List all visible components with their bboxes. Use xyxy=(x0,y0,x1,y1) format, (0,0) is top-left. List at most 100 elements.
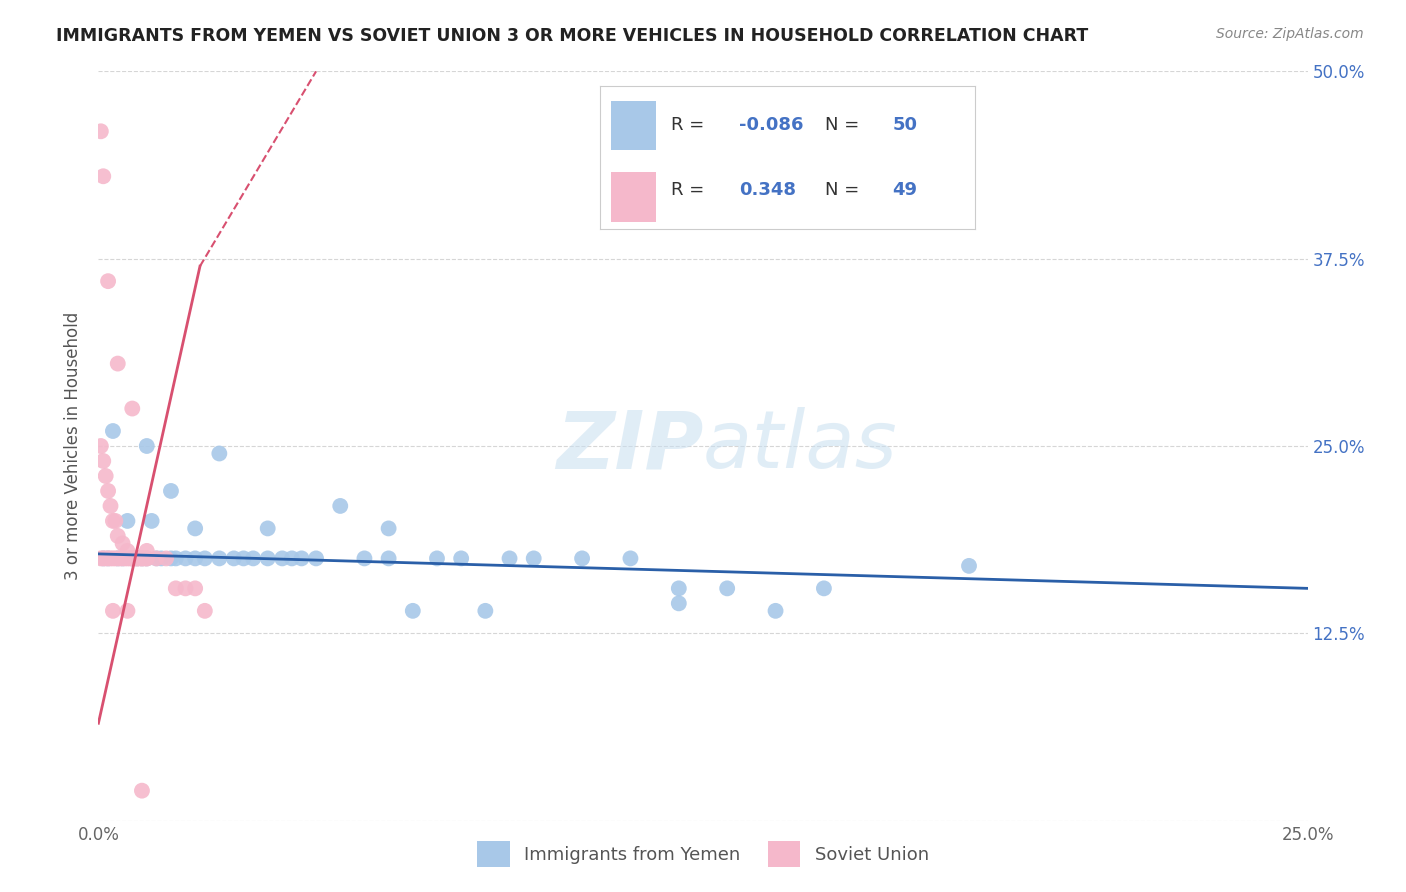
Point xyxy=(426,551,449,566)
Point xyxy=(117,514,139,528)
Point xyxy=(765,604,787,618)
Point xyxy=(118,551,141,566)
Point xyxy=(523,551,546,566)
Point xyxy=(127,551,149,566)
Point xyxy=(111,551,134,566)
Point xyxy=(813,582,835,596)
Point xyxy=(121,551,143,566)
Point xyxy=(117,604,139,618)
Point xyxy=(377,521,399,535)
Point xyxy=(271,551,294,566)
Point xyxy=(131,551,153,566)
Point xyxy=(281,551,304,566)
Point xyxy=(242,551,264,566)
Point xyxy=(131,551,153,566)
Point xyxy=(94,469,117,483)
Point xyxy=(117,544,139,558)
Point xyxy=(97,551,120,566)
Point xyxy=(450,551,472,566)
Point xyxy=(97,483,120,498)
Point xyxy=(91,551,114,566)
Point xyxy=(128,551,150,566)
Point xyxy=(104,551,127,566)
Point xyxy=(716,582,738,596)
Point xyxy=(121,401,143,416)
Point xyxy=(184,521,207,535)
Text: Source: ZipAtlas.com: Source: ZipAtlas.com xyxy=(1216,27,1364,41)
Point xyxy=(94,551,117,566)
Point xyxy=(145,551,167,566)
Point xyxy=(222,551,245,566)
Point xyxy=(90,551,112,566)
Point xyxy=(97,274,120,288)
Point xyxy=(155,551,177,566)
Point xyxy=(135,544,157,558)
Point xyxy=(160,551,183,566)
Point xyxy=(305,551,328,566)
Point xyxy=(194,551,217,566)
Point xyxy=(290,551,312,566)
Point xyxy=(117,551,139,566)
Point xyxy=(353,551,375,566)
Point xyxy=(101,604,124,618)
Point xyxy=(256,521,278,535)
Point xyxy=(124,551,146,566)
Point xyxy=(91,454,114,468)
Point xyxy=(131,551,153,566)
Point xyxy=(121,551,143,566)
Point xyxy=(377,551,399,566)
Point xyxy=(107,551,129,566)
Point xyxy=(174,582,197,596)
Text: ZIP: ZIP xyxy=(555,407,703,485)
Point xyxy=(184,551,207,566)
Point xyxy=(101,514,124,528)
Point xyxy=(619,551,641,566)
Point xyxy=(141,514,163,528)
Point xyxy=(104,514,127,528)
Point xyxy=(135,551,157,566)
Point xyxy=(91,551,114,566)
Point xyxy=(208,446,231,460)
Point xyxy=(160,483,183,498)
Point xyxy=(90,439,112,453)
Point xyxy=(194,604,217,618)
Point xyxy=(184,582,207,596)
Point xyxy=(97,551,120,566)
Legend: Immigrants from Yemen, Soviet Union: Immigrants from Yemen, Soviet Union xyxy=(470,834,936,874)
Point xyxy=(474,604,496,618)
Point xyxy=(165,582,187,596)
Point xyxy=(134,551,156,566)
Text: atlas: atlas xyxy=(703,407,898,485)
Point xyxy=(107,551,129,566)
Point xyxy=(498,551,520,566)
Point xyxy=(131,783,153,797)
Point xyxy=(135,439,157,453)
Point xyxy=(571,551,593,566)
Point xyxy=(101,551,124,566)
Y-axis label: 3 or more Vehicles in Household: 3 or more Vehicles in Household xyxy=(65,312,83,580)
Point xyxy=(114,551,136,566)
Point xyxy=(107,357,129,371)
Point xyxy=(668,596,690,610)
Point xyxy=(145,551,167,566)
Point xyxy=(107,529,129,543)
Point xyxy=(91,169,114,184)
Point xyxy=(208,551,231,566)
Point xyxy=(90,124,112,138)
Point xyxy=(402,604,425,618)
Point xyxy=(127,551,149,566)
Point xyxy=(111,536,134,550)
Point xyxy=(121,551,143,566)
Point xyxy=(668,582,690,596)
Point xyxy=(174,551,197,566)
Point xyxy=(957,558,980,573)
Point xyxy=(100,499,122,513)
Point xyxy=(232,551,254,566)
Point xyxy=(135,551,157,566)
Text: IMMIGRANTS FROM YEMEN VS SOVIET UNION 3 OR MORE VEHICLES IN HOUSEHOLD CORRELATIO: IMMIGRANTS FROM YEMEN VS SOVIET UNION 3 … xyxy=(56,27,1088,45)
Point xyxy=(108,551,131,566)
Point xyxy=(150,551,173,566)
Point xyxy=(256,551,278,566)
Point xyxy=(165,551,187,566)
Point xyxy=(127,551,149,566)
